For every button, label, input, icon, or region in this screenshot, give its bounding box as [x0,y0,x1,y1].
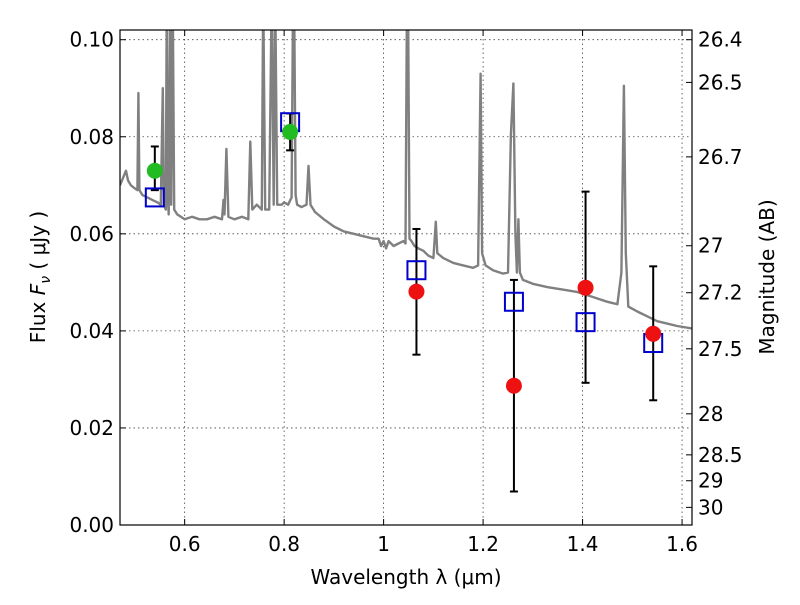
observed-point [146,162,163,179]
x-tick-label: 1.4 [567,532,599,556]
observed-point [282,123,299,140]
spectrum-line [120,30,692,330]
observed-point [645,325,662,342]
mag-tick-label: 30 [698,495,723,519]
model-photometry-square [575,312,596,333]
y-tick-label: 0.08 [69,125,114,149]
model-photometry-square [144,187,165,208]
x-tick-label: 1.6 [666,532,698,556]
tick-layer [120,30,692,526]
y-axis-title-symbol: F [26,283,50,295]
y-axis-title-suffix: ( μJy ) [26,211,50,276]
spectrum-layer [120,30,692,330]
x-tick-label: 1.2 [467,532,499,556]
y-tick-label: 0.02 [69,416,114,440]
mag-tick-label: 26.4 [698,28,743,52]
marker-layer [144,112,664,394]
mag-tick-label: 29 [698,469,723,493]
y-axis-title-subscript: ν [38,276,54,284]
y-tick-label: 0.10 [69,28,114,52]
y-tick-label: 0.00 [69,513,114,537]
right-axis-title: Magnitude (AB) [755,199,779,354]
mag-tick-label: 27.5 [698,337,743,361]
tick-label-layer: 0.6 0.8 1 1.2 1.4 1.6 0.00 0.02 0.04 0.06 0.08 0.10… [69,28,742,556]
plot-frame [119,29,693,526]
mag-tick-label: 26.5 [698,70,743,94]
mag-tick-label: 28 [698,402,723,426]
y-tick-label: 0.04 [69,319,114,343]
observed-point [577,279,594,296]
y-axis-title-prefix: Flux [26,295,50,343]
mag-tick-label: 28.5 [698,443,743,467]
observed-point [408,283,425,300]
x-tick-label: 1 [377,532,390,556]
mag-tick-label: 27.2 [698,281,743,305]
x-axis-title: Wavelength λ (μm) [310,565,501,589]
model-photometry-square [406,260,427,281]
model-photometry-square [503,291,524,312]
mag-tick-label: 27 [698,234,723,258]
y-tick-label: 0.06 [69,222,114,246]
x-tick-label: 0.8 [268,532,300,556]
x-tick-label: 0.6 [169,532,201,556]
mag-tick-label: 26.7 [698,145,743,169]
y-axis-title: Flux Fν ( μJy ) [26,211,54,343]
observed-point [505,377,522,394]
